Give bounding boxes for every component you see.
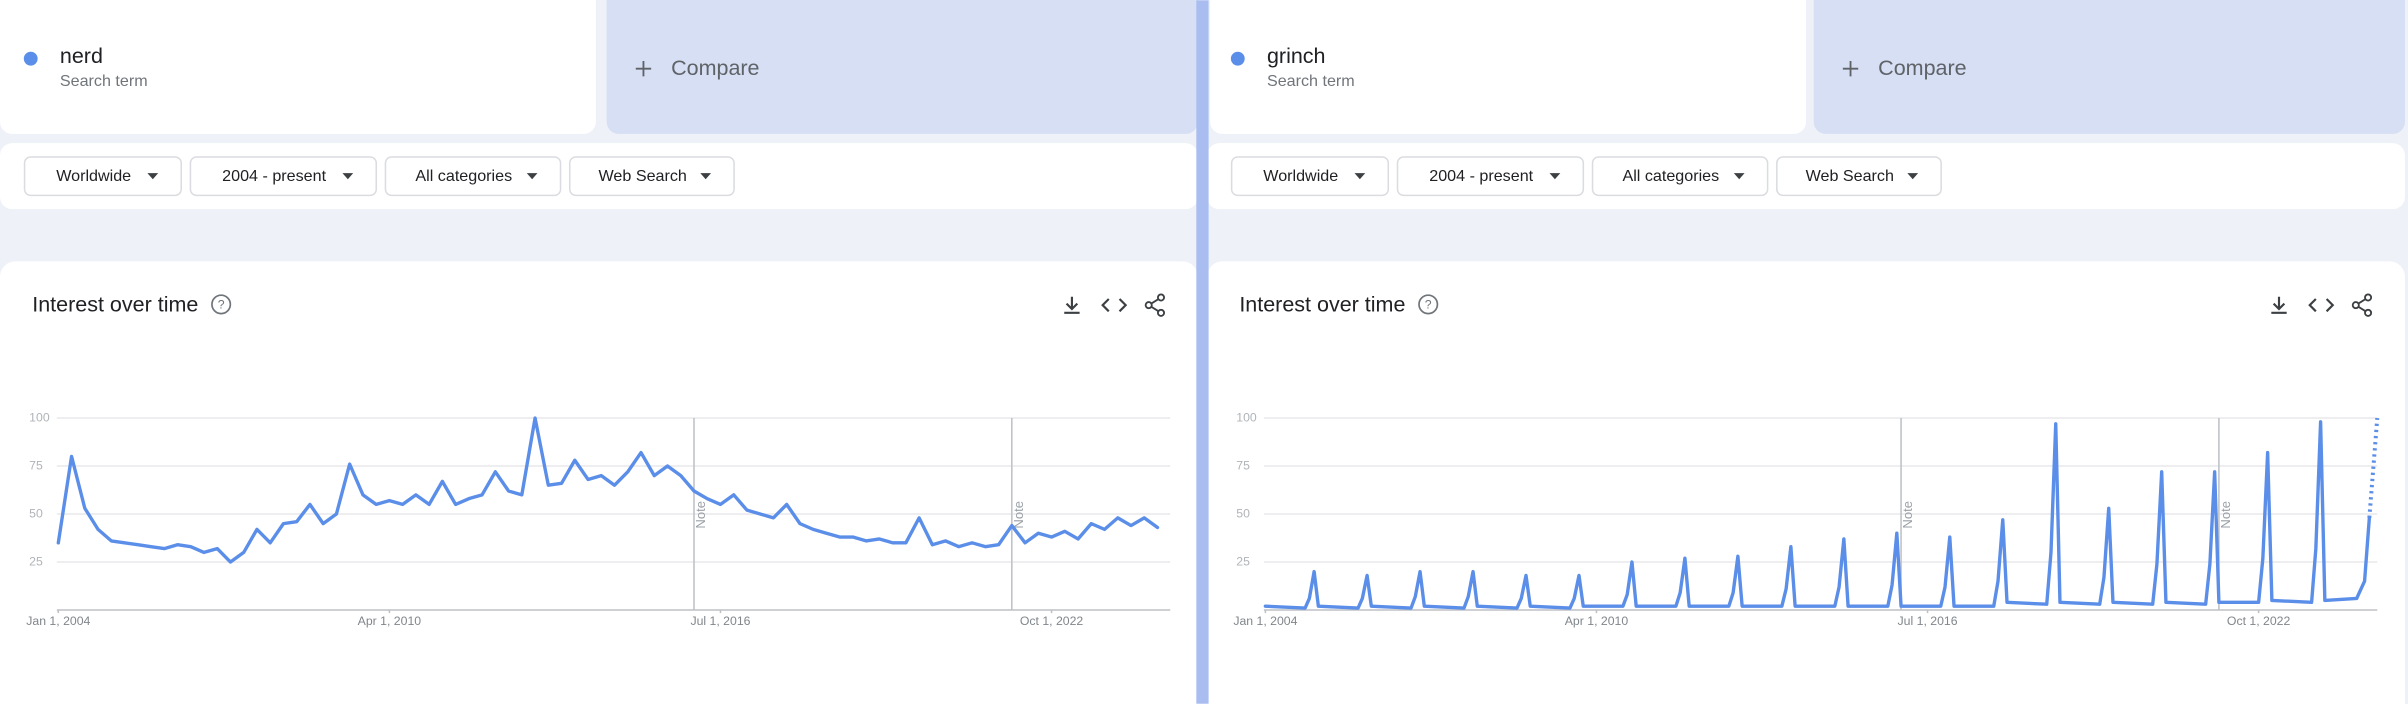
y-tick-label: 75	[29, 458, 43, 472]
search-term: nerd	[60, 44, 103, 68]
dropdown-arrow	[147, 173, 159, 180]
filter-label: All categories	[415, 167, 512, 185]
x-tick-label: Apr 1, 2010	[358, 614, 422, 628]
y-tick-label: 50	[1236, 506, 1250, 520]
x-tick-label: Oct 1, 2022	[1020, 614, 1084, 628]
dropdown-arrow	[526, 173, 538, 180]
compare-card[interactable]	[1813, 0, 2405, 134]
compare-button: Compare	[1878, 56, 1966, 80]
compare-button: Compare	[671, 56, 759, 80]
y-tick-label: 75	[1236, 458, 1250, 472]
chart-card	[0, 261, 1198, 704]
x-tick-label: Apr 1, 2010	[1565, 614, 1629, 628]
search-term: grinch	[1267, 44, 1326, 68]
card-title: Interest over time	[1239, 293, 1405, 317]
note-label: Note	[1011, 501, 1026, 529]
x-tick-label: Oct 1, 2022	[2227, 614, 2291, 628]
filter-dropdown[interactable]	[384, 156, 562, 197]
note-label: Note	[1900, 501, 1915, 529]
share-icon-node	[2364, 308, 2373, 317]
filter-label: 2004 - present	[1429, 167, 1533, 185]
share-icon-node	[2351, 301, 2360, 310]
share-icon-node	[1144, 301, 1153, 310]
embed-icon[interactable]	[1101, 298, 1128, 313]
filter-label: Worldwide	[56, 167, 131, 185]
dropdown-arrow	[700, 173, 712, 180]
share-icon-node	[1157, 293, 1165, 302]
filter-label: All categories	[1622, 167, 1719, 185]
partial-data-line	[2367, 417, 2380, 519]
filter-label: 2004 - present	[222, 167, 326, 185]
trend-line	[1263, 420, 2372, 610]
term-color-dot	[23, 51, 38, 66]
download-icon[interactable]	[2271, 296, 2287, 314]
dropdown-arrow	[1733, 173, 1745, 180]
card-title: Interest over time	[32, 293, 198, 317]
x-tick-label: Jan 1, 2004	[26, 614, 90, 628]
search-term-card[interactable]	[0, 0, 596, 134]
search-term-card[interactable]	[1210, 0, 1806, 134]
embed-icon[interactable]	[2308, 298, 2335, 313]
y-tick-label: 25	[1236, 554, 1250, 568]
y-tick-label: 50	[29, 506, 43, 520]
filter-dropdown[interactable]	[189, 156, 378, 197]
note-label: Note	[693, 501, 708, 529]
filter-label: Worldwide	[1263, 167, 1338, 185]
share-icon-node	[2364, 293, 2373, 302]
filter-dropdown[interactable]	[23, 156, 182, 197]
panel-divider	[1196, 0, 1209, 704]
filter-dropdown[interactable]	[568, 156, 735, 197]
x-tick-label: Jul 1, 2016	[1898, 614, 1958, 628]
download-icon[interactable]	[1064, 296, 1080, 314]
help-icon-mark: ?	[1425, 297, 1432, 311]
plus-icon	[635, 60, 652, 77]
term-color-dot	[1230, 51, 1245, 66]
filter-dropdown[interactable]	[1591, 156, 1769, 197]
plus-icon	[1842, 60, 1859, 77]
trend-line	[56, 416, 1160, 564]
filter-label: Web Search	[599, 167, 687, 185]
filter-dropdown[interactable]	[1776, 156, 1942, 197]
filter-dropdown[interactable]	[1396, 156, 1585, 197]
x-tick-label: Jan 1, 2004	[1233, 614, 1297, 628]
dropdown-arrow	[1549, 173, 1561, 180]
dropdown-arrow	[1907, 173, 1919, 180]
dropdown-arrow	[1354, 173, 1366, 180]
filter-dropdown[interactable]	[1230, 156, 1390, 197]
chart-card	[1207, 261, 2405, 704]
search-term-type: Search term	[1267, 72, 1355, 90]
search-term-type: Search term	[60, 72, 148, 90]
dropdown-arrow	[342, 173, 354, 180]
help-icon-mark: ?	[218, 297, 225, 311]
filter-label: Web Search	[1806, 167, 1894, 185]
help-icon[interactable]	[1418, 294, 1439, 315]
help-icon[interactable]	[211, 294, 232, 315]
share-icon-node	[1157, 308, 1165, 317]
y-tick-label: 100	[29, 410, 50, 424]
x-tick-label: Jul 1, 2016	[690, 614, 750, 628]
note-label: Note	[2218, 501, 2233, 529]
y-tick-label: 100	[1236, 410, 1257, 424]
compare-card[interactable]	[606, 0, 1198, 134]
y-tick-label: 25	[29, 554, 43, 568]
